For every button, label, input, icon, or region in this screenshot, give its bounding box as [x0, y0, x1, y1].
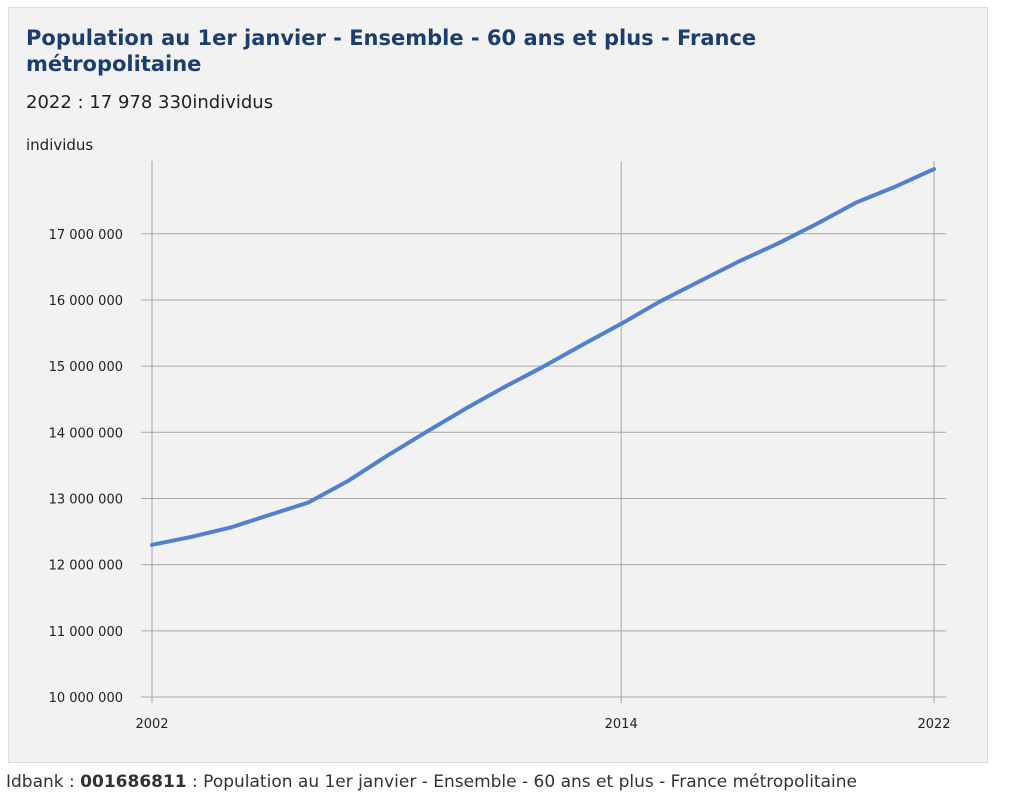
x-tick-label: 2002 — [135, 717, 168, 732]
y-tick-label: 13 000 000 — [49, 492, 123, 507]
series-line — [150, 167, 936, 547]
y-tick-label: 10 000 000 — [49, 691, 123, 706]
x-tick-label: 2014 — [605, 717, 638, 732]
idbank-footer: Idbank : 001686811 : Population au 1er j… — [6, 772, 857, 792]
idbank-value: 001686811 — [80, 772, 187, 792]
x-tick-label: 2022 — [917, 717, 950, 732]
chart-subtitle: 2022 : 17 978 330individus — [26, 92, 274, 113]
line-chart: 10 000 000 11 000 000 12 000 000 13 000 000… — [26, 136, 951, 732]
y-tick-label: 11 000 000 — [49, 625, 123, 640]
idbank-description: : Population au 1er janvier - Ensemble -… — [192, 772, 857, 792]
y-tick-label: 15 000 000 — [49, 360, 123, 375]
y-axis-label: individus — [26, 136, 93, 154]
chart-panel: 10 000 000 11 000 000 12 000 000 13 000 000… — [8, 7, 988, 763]
y-tick-label: 12 000 000 — [49, 559, 123, 574]
y-tick-label: 17 000 000 — [49, 228, 123, 243]
y-tick-label: 16 000 000 — [49, 294, 123, 309]
idbank-label: Idbank : — [6, 772, 75, 792]
y-tick-label: 14 000 000 — [49, 426, 123, 441]
chart-title: Population au 1er janvier - Ensemble - 6… — [26, 26, 757, 76]
